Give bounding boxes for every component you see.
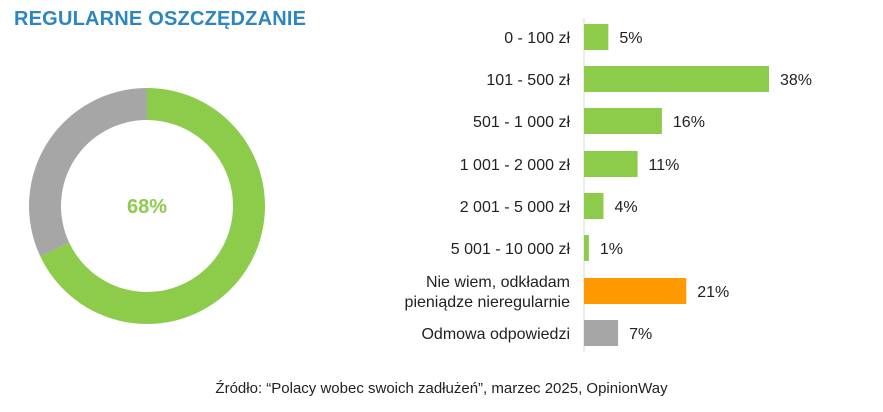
bar-1 bbox=[584, 66, 769, 92]
donut-center-label: 68% bbox=[127, 196, 167, 218]
bar-category-label-6: Nie wiem, odkładam pieniądze nieregularni… bbox=[405, 274, 571, 311]
chart-title: REGULARNE OSZCZĘDZANIE bbox=[14, 8, 307, 30]
bar-category-label-2: 501 - 1 000 zł bbox=[473, 114, 570, 131]
donut-chart: 68% bbox=[28, 88, 265, 324]
bar-category-label-7: Odmowa odpowiedzi bbox=[421, 326, 570, 343]
donut-slice-1 bbox=[28, 88, 147, 257]
bar-category-label-1: 101 - 500 zł bbox=[486, 72, 570, 89]
bar-value-label-0: 5% bbox=[619, 30, 642, 47]
bar-2 bbox=[584, 108, 662, 134]
bar-value-label-6: 21% bbox=[697, 284, 729, 301]
source-note: Źródło: “Polacy wobec swoich zadłużeń”, … bbox=[215, 380, 668, 397]
bar-category-label-3: 1 001 - 2 000 zł bbox=[460, 157, 571, 174]
bar-value-label-3: 11% bbox=[649, 157, 680, 174]
bar-0 bbox=[584, 24, 609, 50]
bar-value-label-4: 4% bbox=[614, 199, 637, 216]
bar-7 bbox=[584, 320, 619, 346]
bar-6 bbox=[584, 278, 687, 304]
bar-value-label-7: 7% bbox=[629, 326, 652, 343]
bar-value-label-5: 1% bbox=[600, 241, 623, 258]
bar-4 bbox=[584, 193, 604, 219]
bar-category-label-0: 0 - 100 zł bbox=[504, 30, 570, 47]
bar-value-label-2: 16% bbox=[673, 114, 705, 131]
bar-category-label-5: 5 001 - 10 000 zł bbox=[451, 241, 571, 258]
bar-category-label-4: 2 001 - 5 000 zł bbox=[460, 199, 571, 216]
bar-3 bbox=[584, 151, 638, 177]
bar-value-label-1: 38% bbox=[780, 72, 812, 89]
bar-5 bbox=[584, 235, 589, 261]
